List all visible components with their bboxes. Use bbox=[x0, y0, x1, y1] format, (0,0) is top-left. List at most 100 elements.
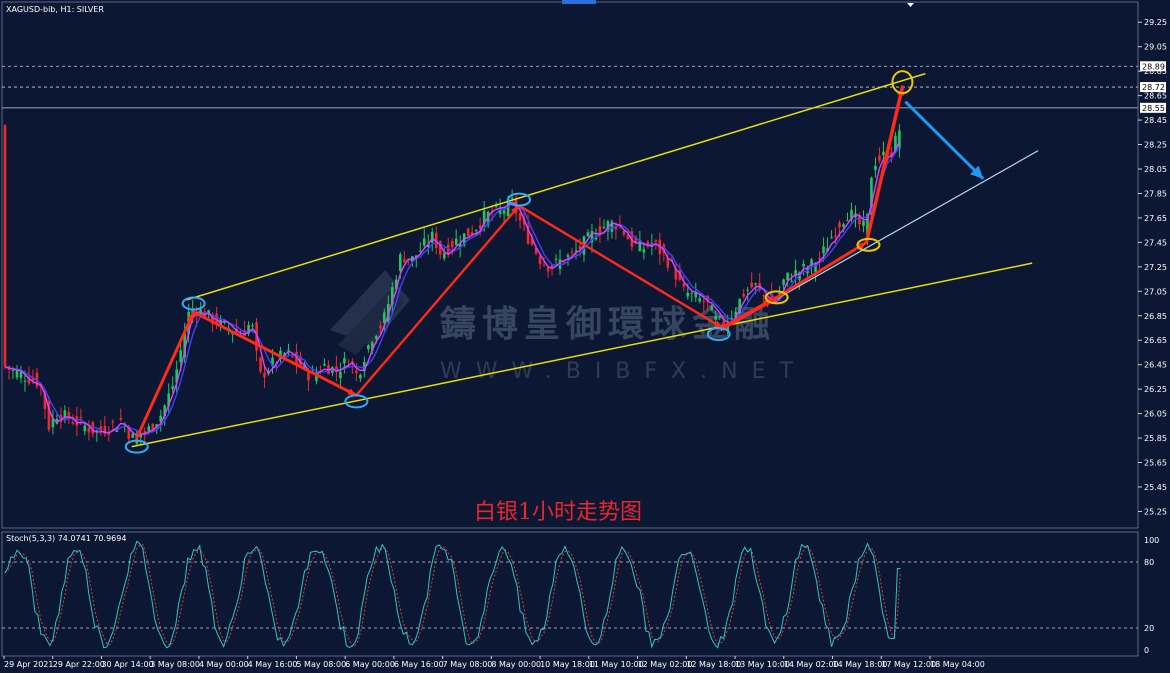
candle-body bbox=[702, 301, 706, 303]
time-tick-label: 10 May 18:00 bbox=[540, 660, 595, 669]
candle-body bbox=[131, 433, 135, 438]
candle-body bbox=[542, 264, 546, 266]
candle-body bbox=[678, 270, 682, 280]
candle-body bbox=[526, 225, 530, 244]
candle-body bbox=[794, 269, 797, 276]
price-marker-label: 28.55 bbox=[1142, 104, 1165, 113]
candle-body bbox=[303, 364, 306, 368]
candle-body bbox=[562, 261, 566, 263]
time-tick-label: 29 Apr 22:00 bbox=[53, 660, 105, 669]
candle-body bbox=[590, 231, 594, 243]
price-axis: 29.25 29.05 28.85 28.65 28.45 28.25 28.05 27.85… bbox=[1138, 18, 1167, 516]
swing-marker-icon bbox=[891, 70, 914, 95]
candle-body bbox=[782, 279, 785, 285]
candle-body bbox=[530, 237, 534, 245]
candle-body bbox=[175, 369, 178, 383]
candle-body bbox=[11, 369, 15, 371]
stochastic-panel: 100 80 20 0 bbox=[2, 536, 1159, 655]
candle-body bbox=[434, 232, 438, 248]
time-tick-label: 29 Apr 2021 bbox=[4, 660, 53, 669]
candle-body bbox=[359, 374, 362, 379]
candle-body bbox=[143, 430, 147, 434]
annotations bbox=[124, 70, 1039, 454]
candle-body bbox=[622, 231, 626, 235]
moving-averages bbox=[4, 140, 901, 437]
price-tick-label: 28.05 bbox=[1144, 165, 1167, 174]
time-tick-label: 6 May 16:00 bbox=[394, 660, 444, 669]
candle-body bbox=[522, 217, 526, 225]
watermark-logo-icon bbox=[330, 270, 410, 345]
price-tick-label: 25.25 bbox=[1144, 507, 1167, 516]
candle-body bbox=[379, 325, 382, 329]
candle-body bbox=[183, 333, 186, 358]
candle-body bbox=[446, 244, 450, 255]
candle-body bbox=[179, 350, 182, 363]
candle-body bbox=[642, 249, 646, 253]
price-tick-label: 26.85 bbox=[1144, 312, 1167, 321]
candle-body bbox=[510, 197, 514, 199]
candle-body bbox=[854, 213, 857, 218]
chart-caption: 白银1小时走势图 bbox=[474, 500, 642, 525]
candle-body bbox=[862, 220, 865, 226]
candle-body bbox=[722, 321, 726, 328]
candle-body bbox=[355, 370, 358, 374]
candle-body bbox=[482, 210, 486, 225]
candle-body bbox=[770, 293, 773, 302]
candle-body bbox=[339, 371, 342, 379]
swing-path-segment bbox=[864, 85, 905, 245]
candle-body bbox=[147, 426, 151, 431]
candle-body bbox=[762, 295, 765, 297]
candle-body bbox=[878, 155, 881, 161]
candle-body bbox=[818, 257, 821, 260]
scroll-tab[interactable] bbox=[562, 0, 596, 4]
candle-body bbox=[554, 258, 558, 260]
candle-body bbox=[790, 280, 793, 282]
price-tick-label: 28.45 bbox=[1144, 116, 1167, 125]
stoch-tick-label: 0 bbox=[1144, 646, 1149, 655]
price-tick-label: 26.25 bbox=[1144, 385, 1167, 394]
forecast-arrow-shaft bbox=[904, 100, 985, 180]
candle-body bbox=[99, 426, 103, 431]
swing-path-segment bbox=[720, 297, 775, 330]
candle-body bbox=[842, 224, 845, 227]
candle-body bbox=[698, 298, 702, 302]
candle-body bbox=[674, 268, 678, 280]
swing-arrowhead-icon bbox=[713, 320, 723, 328]
channel-upper-line bbox=[186, 72, 926, 301]
candle-body bbox=[566, 255, 570, 257]
candle-body bbox=[534, 247, 538, 254]
candle-body bbox=[83, 425, 87, 432]
candle-body bbox=[750, 282, 753, 288]
candle-body bbox=[391, 287, 394, 305]
candle-body bbox=[442, 253, 446, 259]
candle-body bbox=[426, 244, 430, 248]
swing-path-segment bbox=[517, 204, 724, 330]
stoch-main-line bbox=[4, 540, 901, 649]
candle-body bbox=[79, 416, 83, 419]
candle-body bbox=[67, 411, 71, 420]
candle-body bbox=[626, 235, 630, 240]
candle-body bbox=[874, 165, 877, 171]
candle-body bbox=[570, 251, 574, 253]
candle-body bbox=[119, 417, 123, 420]
candle-body bbox=[371, 342, 374, 351]
candle-body bbox=[315, 372, 318, 381]
candle-body bbox=[450, 240, 454, 248]
candle-body bbox=[402, 259, 406, 263]
time-tick-label: 11 May 10:00 bbox=[589, 660, 644, 669]
candle-body bbox=[586, 232, 590, 237]
time-tick-label: 12 May 18:00 bbox=[686, 660, 741, 669]
price-tick-label: 27.25 bbox=[1144, 263, 1167, 272]
candle-body bbox=[383, 312, 386, 324]
shift-marker-icon[interactable] bbox=[907, 3, 914, 7]
stoch-tick-label: 20 bbox=[1144, 624, 1154, 633]
price-tick-label: 28.65 bbox=[1144, 92, 1167, 101]
candle-body bbox=[614, 226, 618, 230]
candle-body bbox=[710, 305, 714, 311]
price-marker-box bbox=[1140, 61, 1166, 72]
candle-body bbox=[51, 418, 55, 428]
candle-body bbox=[654, 240, 658, 242]
time-tick-label: 6 May 00:00 bbox=[345, 660, 395, 669]
